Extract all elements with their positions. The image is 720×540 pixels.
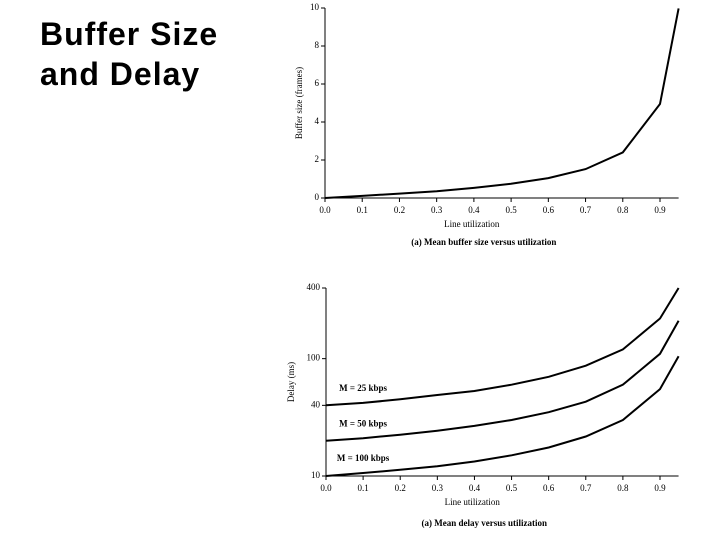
x-tick-label: 0.5 bbox=[506, 483, 518, 493]
x-tick-label: 0.6 bbox=[543, 483, 555, 493]
caption: (a) Mean delay versus utilization bbox=[422, 518, 548, 528]
y-axis-label: Delay (ms) bbox=[286, 362, 296, 402]
caption: (a) Mean buffer size versus utilization bbox=[411, 237, 556, 247]
x-tick-label: 0.7 bbox=[580, 205, 592, 215]
y-tick-label: 0 bbox=[315, 192, 320, 202]
x-tick-label: 0.9 bbox=[654, 205, 666, 215]
line-series bbox=[325, 320, 680, 442]
series-label: M = 100 kbps bbox=[337, 453, 390, 463]
series-label: M = 25 kbps bbox=[339, 383, 387, 393]
x-tick-label: 0.5 bbox=[505, 205, 517, 215]
line-series bbox=[325, 287, 680, 407]
x-axis-label: Line utilization bbox=[445, 497, 501, 507]
y-tick-label: 2 bbox=[315, 154, 320, 164]
x-tick-label: 0.7 bbox=[580, 483, 592, 493]
y-tick-label: 40 bbox=[311, 399, 321, 409]
x-tick-label: 0.0 bbox=[320, 483, 332, 493]
x-tick-label: 0.4 bbox=[469, 483, 481, 493]
y-axis-label: Buffer size (frames) bbox=[294, 67, 304, 139]
slide-title: Buffer Size and Delay bbox=[40, 16, 219, 92]
line-series bbox=[325, 355, 680, 477]
x-tick-label: 0.2 bbox=[395, 483, 406, 493]
y-tick-label: 10 bbox=[311, 470, 321, 480]
x-tick-label: 0.9 bbox=[654, 483, 666, 493]
y-tick-label: 100 bbox=[307, 353, 321, 363]
series-label: M = 50 kbps bbox=[339, 418, 387, 428]
x-tick-label: 0.8 bbox=[617, 205, 629, 215]
y-tick-label: 6 bbox=[315, 78, 320, 88]
y-tick-label: 4 bbox=[315, 116, 320, 126]
y-tick-label: 10 bbox=[310, 2, 320, 12]
line-series bbox=[324, 8, 680, 199]
x-tick-label: 0.1 bbox=[357, 483, 368, 493]
x-tick-label: 0.3 bbox=[432, 483, 444, 493]
x-axis-label: Line utilization bbox=[444, 219, 500, 229]
x-tick-label: 0.6 bbox=[543, 205, 555, 215]
x-tick-label: 0.1 bbox=[357, 205, 368, 215]
y-tick-label: 8 bbox=[315, 40, 320, 50]
x-tick-label: 0.0 bbox=[319, 205, 331, 215]
x-tick-label: 0.3 bbox=[431, 205, 443, 215]
y-tick-label: 400 bbox=[307, 282, 321, 292]
x-tick-label: 0.8 bbox=[617, 483, 629, 493]
x-tick-label: 0.2 bbox=[394, 205, 405, 215]
x-tick-label: 0.4 bbox=[468, 205, 480, 215]
